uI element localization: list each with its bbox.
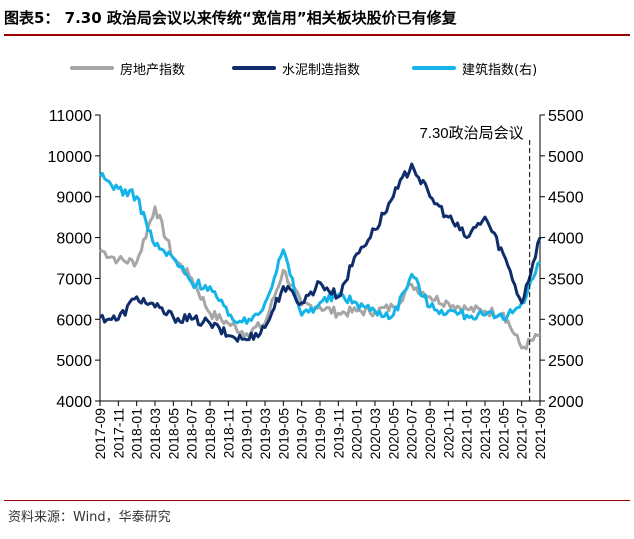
x-axis-tick-label: 2018-11 xyxy=(220,408,236,459)
legend-swatch-real-estate xyxy=(70,66,114,70)
chart-legend: 房地产指数 水泥制造指数 建筑指数 (右) xyxy=(0,56,634,80)
x-axis-tick-label: 2018-01 xyxy=(129,408,145,460)
right-axis-tick-label: 5000 xyxy=(548,149,584,166)
source-note: 资料来源：Wind，华泰研究 xyxy=(8,510,171,525)
x-axis-tick-label: 2019-07 xyxy=(294,408,310,460)
right-axis-tick-label: 3000 xyxy=(548,312,584,329)
title-rule xyxy=(4,34,630,36)
left-axis-tick-label: 10000 xyxy=(48,149,93,166)
legend-label-real-estate: 房地产指数 xyxy=(120,62,186,78)
legend-swatch-cement xyxy=(232,66,276,70)
legend-swatch-building xyxy=(412,66,456,70)
x-axis-tick-label: 2018-09 xyxy=(202,408,218,460)
x-axis-tick-label: 2018-07 xyxy=(184,408,200,460)
chart-area: 4000 5000 6000 7000 8000 9000 10000 11000 2000 25… xyxy=(48,108,584,460)
x-axis-tick-label: 2020-03 xyxy=(367,408,383,460)
right-axis-tick-label: 5500 xyxy=(548,108,584,125)
x-axis-tick-label: 2017-09 xyxy=(92,408,108,460)
x-axis-tick-label: 2021-09 xyxy=(532,408,548,460)
x-axis-tick-label: 2021-01 xyxy=(459,408,475,460)
legend-label-cement: 水泥制造指数 xyxy=(282,62,361,78)
x-axis-tick-label: 2019-05 xyxy=(275,408,291,460)
x-axis-tick-label: 2019-09 xyxy=(312,408,328,460)
x-axis-tick-label: 2018-05 xyxy=(165,408,181,460)
x-axis-tick-label: 2021-03 xyxy=(477,408,493,460)
x-axis-tick-label: 2017-11 xyxy=(110,408,126,459)
right-axis-tick-label: 2000 xyxy=(548,394,584,411)
x-axis-tick-label: 2021-05 xyxy=(495,408,511,460)
left-axis-tick-label: 7000 xyxy=(56,271,92,288)
right-axis-tick-label: 3500 xyxy=(548,271,584,288)
x-axis-tick-label: 2019-03 xyxy=(257,408,273,460)
x-axis-tick-label: 2018-03 xyxy=(147,408,163,460)
left-axis-tick-label: 5000 xyxy=(56,353,92,370)
series-line-building xyxy=(98,171,541,325)
legend-label-right-axis: (右) xyxy=(514,62,538,78)
left-axis-tick-label: 9000 xyxy=(56,190,92,207)
x-axis-tick-label: 2021-07 xyxy=(514,408,530,460)
x-axis-tick-label: 2020-07 xyxy=(404,408,420,460)
legend-label-building: 建筑指数 xyxy=(462,62,515,78)
x-axis-tick-label: 2020-11 xyxy=(440,408,456,459)
left-axis-tick-label: 4000 xyxy=(56,394,92,411)
right-axis-tick-label: 4000 xyxy=(548,231,584,248)
legend-item-real-estate: 房地产指数 xyxy=(70,56,185,80)
x-axis-tick-label: 2020-05 xyxy=(385,408,401,460)
x-axis-tick-label: 2019-11 xyxy=(330,408,346,459)
right-axis-tick-label: 4500 xyxy=(548,190,584,207)
legend-item-cement: 水泥制造指数 xyxy=(232,56,360,80)
series-line-cement xyxy=(99,162,542,343)
left-axis-tick-label: 6000 xyxy=(56,312,92,329)
source-rule xyxy=(4,500,630,501)
x-axis-tick-label: 2019-01 xyxy=(239,408,255,460)
annotation-label: 7.30政治局会议 xyxy=(419,125,523,142)
legend-item-building: 建筑指数 (右) xyxy=(412,56,537,80)
figure-title: 图表5： 7.30 政治局会议以来传统“宽信用”相关板块股价已有修复 xyxy=(4,9,457,27)
x-axis-tick-label: 2020-01 xyxy=(349,408,365,460)
x-axis-tick-label: 2020-09 xyxy=(422,408,438,460)
left-axis-tick-label: 8000 xyxy=(56,231,92,248)
left-axis-tick-label: 11000 xyxy=(49,108,92,125)
right-axis-tick-label: 2500 xyxy=(548,353,584,370)
